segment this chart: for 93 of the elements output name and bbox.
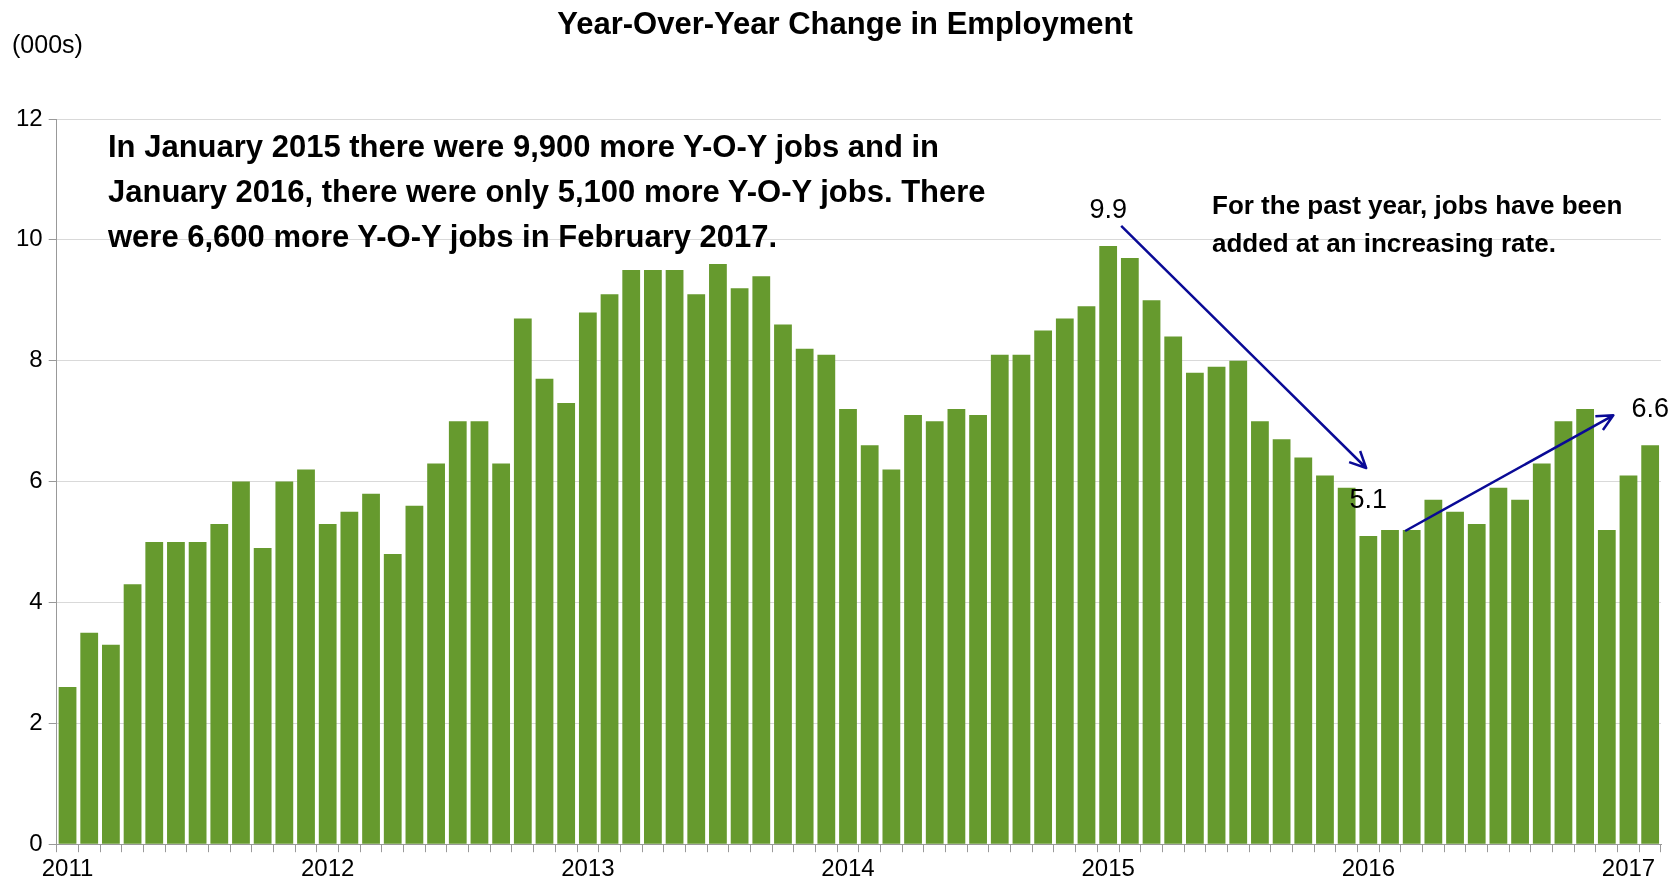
bar [752,276,771,844]
bar [210,523,229,844]
bar [167,542,185,844]
y-tick-label: 0 [29,828,43,856]
bar [600,294,619,844]
bar [253,548,272,844]
bar [1164,336,1183,844]
bar [1012,354,1031,844]
bar [969,415,987,844]
bar [1359,535,1378,844]
chart-title: Year-Over-Year Change in Employment [557,6,1133,41]
bar [1619,475,1638,844]
bar [318,523,337,844]
bar [1207,366,1226,844]
bar [1402,529,1421,844]
bar [405,505,424,844]
bar [817,354,836,844]
bar [1641,445,1660,844]
y-tick-label: 6 [29,466,43,494]
bar [232,481,250,844]
bar [665,270,684,844]
bar [1034,330,1053,844]
data-label: 9.9 [1089,193,1127,224]
y-tick-label: 4 [29,587,43,615]
bar [340,511,359,844]
x-tick-label: 2014 [821,854,875,882]
bar [1511,499,1529,844]
bar [1597,529,1616,844]
bar [860,445,879,844]
bar [1142,300,1161,844]
bar [990,354,1009,844]
bar [448,421,467,844]
x-tick-label: 2016 [1341,854,1396,882]
x-tick-label: 2017 [1601,854,1656,882]
bar [1424,499,1443,844]
y-tick-label: 8 [29,345,43,373]
bar [1120,258,1139,844]
annotation: For the past year, jobs have been added at an increasing rate. [1212,189,1624,260]
bar [644,270,662,844]
data-label: 6.6 [1631,393,1669,424]
y-tick-label: 12 [15,103,43,131]
bar [362,493,380,844]
bar [1467,523,1486,844]
bar [275,481,294,844]
y-axis-title: (000s) [12,30,83,59]
bar [795,348,814,844]
bar [1186,372,1204,844]
x-tick-label: 2015 [1081,854,1135,882]
bar [709,264,727,844]
bar [297,469,315,844]
bar [145,542,164,844]
bar [1077,306,1096,844]
bar [1229,360,1248,844]
bar [1099,245,1118,844]
bar [947,409,966,844]
bar [188,542,207,844]
bar [58,687,77,844]
bar [557,403,576,844]
bar [774,324,792,844]
bar [513,318,532,844]
bar [80,632,99,844]
bar [492,463,511,844]
bar [882,469,901,844]
x-tick-label: 2012 [301,854,355,882]
bar [1316,475,1334,844]
bar [1532,463,1551,844]
bar [383,554,402,844]
annotation: In January 2015 there were 9,900 more Y-O-Y jobs and in January 2016, there were only 5,100 more Y-O-Y jobs. There were 6,600 more Y-O-Y jobs in February 2017. [108,128,987,256]
bar [123,584,142,844]
y-tick-label: 2 [29,707,43,735]
x-tick-label: 2013 [561,854,615,882]
bar [730,288,749,844]
bar [839,409,857,844]
bar [904,415,922,844]
bar [1554,421,1573,844]
x-tick-label: 2011 [41,854,94,882]
bar [622,270,641,844]
bar [1251,421,1269,844]
y-tick-label: 10 [15,224,43,252]
bar [1381,529,1399,844]
bar [1446,511,1464,844]
bar [687,294,706,844]
bar [1272,439,1291,844]
bar [470,421,489,844]
bar [578,312,597,844]
bar [102,644,120,844]
bar [925,421,944,844]
bar [535,378,554,844]
bar [1489,487,1508,844]
bar [1055,318,1074,844]
bar [1294,457,1313,844]
bar [427,463,445,844]
bar [1576,409,1595,844]
